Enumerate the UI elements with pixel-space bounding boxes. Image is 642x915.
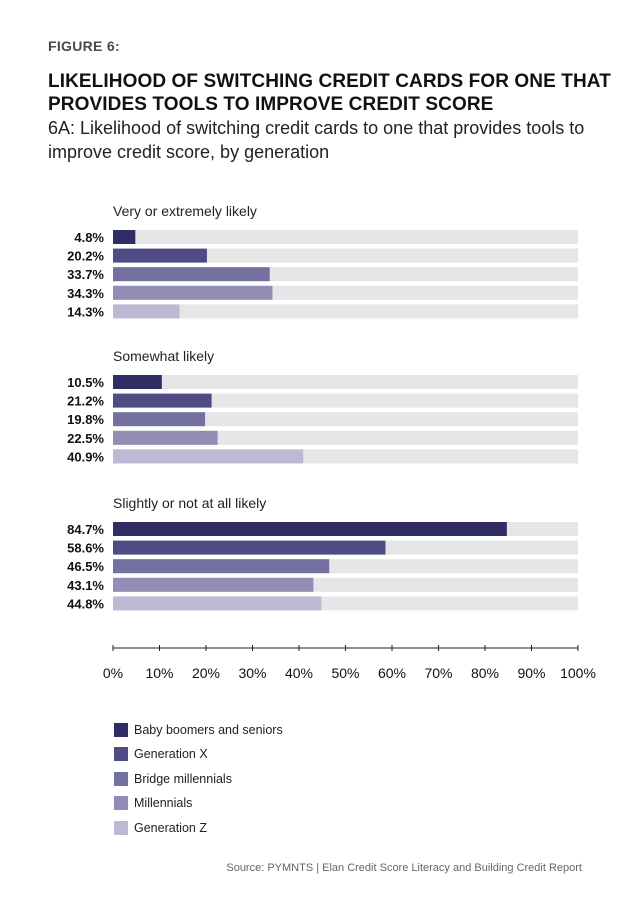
- bar: [113, 559, 330, 574]
- x-tick-label: 100%: [560, 665, 596, 681]
- legend-label: Generation Z: [134, 820, 207, 835]
- bar-track: [113, 393, 578, 408]
- figure-label: FIGURE 6:: [48, 38, 120, 54]
- legend-swatch: [114, 722, 128, 737]
- legend-swatch: [114, 796, 128, 811]
- group-title: Somewhat likely: [113, 348, 214, 364]
- legend-swatch: [114, 771, 128, 786]
- bar-value-label: 20.2%: [67, 249, 104, 264]
- bar: [113, 393, 212, 408]
- x-tick-label: 10%: [145, 665, 173, 681]
- x-tick-label: 80%: [471, 665, 499, 681]
- bar-value-label: 21.2%: [67, 394, 104, 409]
- x-tick-label: 60%: [378, 665, 406, 681]
- bar-value-label: 33.7%: [67, 267, 104, 282]
- bar-track: [113, 412, 578, 427]
- legend: Baby boomers and seniors Generation X Br…: [114, 722, 283, 845]
- bar-track: [113, 430, 578, 445]
- bar-value-label: 34.3%: [67, 286, 104, 301]
- bar: [113, 267, 270, 282]
- bar-track: [113, 375, 578, 389]
- legend-item: Generation Z: [114, 820, 283, 835]
- bar-value-label: 58.6%: [67, 541, 104, 556]
- bar: [113, 577, 314, 592]
- chart-subtitle: 6A: Likelihood of switching credit cards…: [48, 118, 585, 162]
- legend-item: Bridge millennials: [114, 771, 283, 786]
- chart-title: Likelihood of switching credit cards for…: [48, 71, 611, 115]
- bar-chart: Very or extremely likely 4.8% 20.2% 33.7% 34…: [67, 203, 596, 681]
- bar: [113, 248, 207, 263]
- legend-item: Generation X: [114, 747, 283, 762]
- legend-label: Baby boomers and seniors: [134, 722, 283, 737]
- bar: [113, 449, 304, 464]
- bar-value-label: 40.9%: [67, 449, 104, 464]
- x-tick-label: 90%: [517, 665, 545, 681]
- bar-value-label: 19.8%: [67, 412, 104, 427]
- bar-value-label: 44.8%: [67, 596, 104, 611]
- bar-value-label: 46.5%: [67, 559, 104, 574]
- bar: [113, 522, 507, 536]
- bar-value-label: 14.3%: [67, 304, 104, 319]
- legend-label: Generation X: [134, 747, 208, 762]
- group-title: Slightly or not at all likely: [113, 495, 266, 511]
- bar-value-label: 10.5%: [67, 375, 104, 390]
- bar: [113, 285, 273, 300]
- group-title: Very or extremely likely: [113, 203, 257, 219]
- bar: [113, 304, 180, 319]
- bar: [113, 430, 218, 445]
- legend-label: Bridge millennials: [134, 771, 232, 786]
- bar: [113, 596, 322, 611]
- bar-value-label: 4.8%: [74, 230, 104, 245]
- legend-label: Millennials: [134, 796, 193, 811]
- bar: [113, 412, 206, 427]
- bar-track: [113, 230, 578, 244]
- x-tick-label: 70%: [424, 665, 452, 681]
- legend-swatch: [114, 747, 128, 762]
- bar: [113, 375, 162, 389]
- x-tick-label: 20%: [192, 665, 220, 681]
- bar: [113, 230, 136, 244]
- bar-value-label: 22.5%: [67, 431, 104, 446]
- legend-item: Millennials: [114, 796, 283, 811]
- bar-track: [113, 248, 578, 263]
- x-tick-label: 40%: [285, 665, 313, 681]
- bar-value-label: 43.1%: [67, 578, 104, 593]
- x-tick-label: 0%: [103, 665, 123, 681]
- source-note: Source: PYMNTS | Elan Credit Score Liter…: [226, 862, 582, 874]
- x-tick-label: 50%: [331, 665, 359, 681]
- bar-track: [113, 304, 578, 319]
- legend-item: Baby boomers and seniors: [114, 722, 283, 737]
- x-tick-label: 30%: [238, 665, 266, 681]
- legend-swatch: [114, 820, 128, 835]
- bar-value-label: 84.7%: [67, 522, 104, 537]
- bar: [113, 540, 386, 555]
